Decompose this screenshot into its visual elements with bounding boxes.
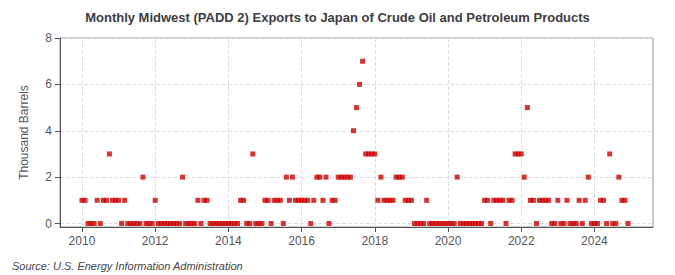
- svg-text:2012: 2012: [142, 234, 169, 248]
- svg-text:4: 4: [45, 124, 52, 138]
- svg-text:Thousand Barrels: Thousand Barrels: [17, 85, 31, 180]
- svg-text:6: 6: [45, 77, 52, 91]
- svg-text:2024: 2024: [581, 234, 608, 248]
- svg-text:2018: 2018: [361, 234, 388, 248]
- svg-text:2: 2: [45, 170, 52, 184]
- svg-text:2010: 2010: [69, 234, 96, 248]
- svg-text:Source: U.S. Energy Informatio: Source: U.S. Energy Information Administ…: [12, 260, 243, 272]
- svg-text:2020: 2020: [435, 234, 462, 248]
- svg-text:2014: 2014: [215, 234, 242, 248]
- svg-text:8: 8: [45, 31, 52, 45]
- svg-text:2016: 2016: [288, 234, 315, 248]
- svg-text:Monthly Midwest (PADD 2) Expor: Monthly Midwest (PADD 2) Exports to Japa…: [85, 10, 590, 25]
- svg-text:2022: 2022: [508, 234, 535, 248]
- svg-text:0: 0: [45, 217, 52, 231]
